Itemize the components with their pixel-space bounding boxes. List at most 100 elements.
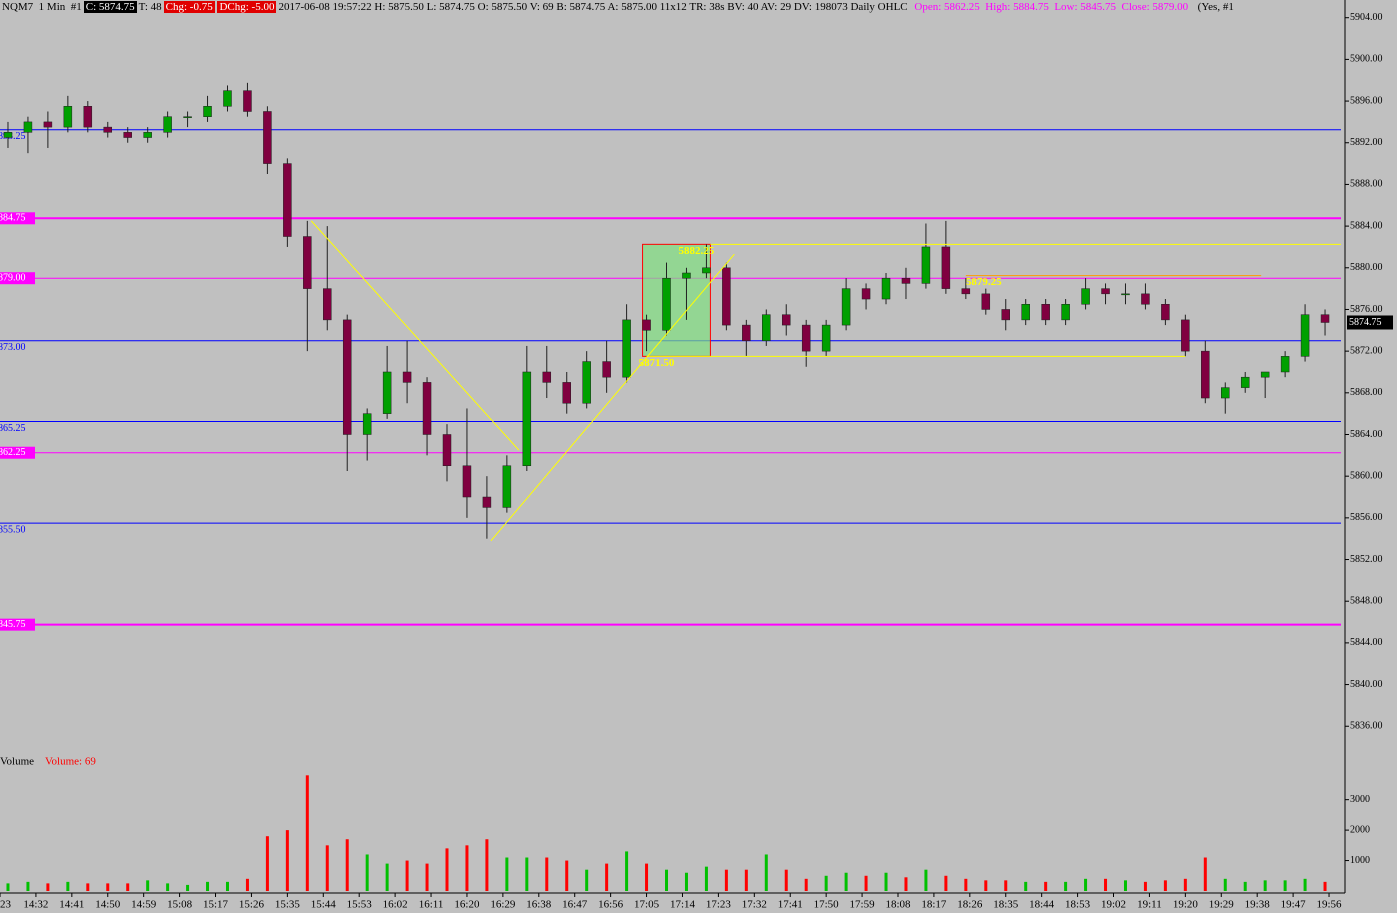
volume-bar	[1283, 880, 1287, 891]
x-tick-label: 16:20	[454, 899, 480, 911]
y-tick-label: 5900.00	[1350, 54, 1383, 65]
volume-bar	[645, 863, 649, 891]
candle-body	[941, 246, 951, 289]
x-tick-label: 19:11	[1137, 899, 1162, 911]
candle-body	[1041, 304, 1050, 321]
y-tick-label: 5888.00	[1350, 179, 1383, 190]
daily-ohlc: Open: 5862.25 High: 5884.75 Low: 5845.75…	[914, 1, 1189, 13]
candle-body	[1121, 293, 1130, 296]
volume-bar	[186, 884, 190, 891]
volume-bar	[1223, 878, 1227, 891]
candle-body	[801, 324, 811, 352]
x-tick-label: 17:50	[814, 899, 840, 911]
last-price-label: 5874.75	[1349, 317, 1382, 328]
y-tick-label: 5884.00	[1350, 220, 1383, 231]
x-tick-label: 16:02	[383, 899, 408, 911]
volume-bar	[824, 875, 828, 891]
candle-body	[881, 277, 891, 300]
volume-bar	[1123, 880, 1127, 891]
x-tick-label: 16:56	[598, 899, 624, 911]
y-tick-label: 5880.00	[1350, 262, 1383, 273]
candle-body	[323, 288, 332, 321]
candle-body	[781, 314, 791, 326]
y-tick-label: 5876.00	[1350, 304, 1383, 315]
volume-bar	[1004, 880, 1008, 891]
volume-bar	[485, 839, 489, 891]
volume-bar	[744, 869, 748, 891]
y-tick-label: 5896.00	[1350, 95, 1383, 106]
candle-body	[642, 319, 651, 331]
volume-bar	[225, 881, 229, 891]
volume-bar	[245, 878, 249, 891]
volume-bar	[884, 872, 888, 891]
volume-bar	[1084, 878, 1088, 891]
volume-title: Volume	[0, 756, 34, 768]
volume-bar	[26, 881, 30, 891]
candle-body	[143, 132, 152, 138]
candle-body	[63, 106, 73, 128]
volume-bar	[984, 880, 988, 891]
candle-body	[303, 236, 312, 289]
candle-body	[203, 106, 212, 117]
candle-body	[402, 371, 412, 383]
x-tick-label: 15:44	[311, 899, 337, 911]
candle-body	[1320, 314, 1330, 323]
level-label: 5884.75	[0, 213, 26, 224]
x-tick-label: 19:29	[1209, 899, 1235, 911]
y-tick-label: 5892.00	[1350, 137, 1383, 148]
volume-bar	[345, 839, 349, 891]
volume-bar	[325, 845, 329, 891]
candle-body	[961, 288, 971, 295]
level-label-box	[0, 212, 35, 225]
volume-bar	[764, 854, 768, 891]
volume-bar	[924, 869, 928, 891]
volume-bar	[525, 857, 529, 891]
volume-bar	[1163, 880, 1167, 891]
x-tick-label: 18:08	[885, 899, 911, 911]
header: NQM7 1 Min #1 C: 5874.75 T: 48 Chg: -0.75 D…	[0, 0, 1236, 14]
annotation: 5871.50	[639, 357, 675, 369]
volume-bar	[405, 860, 409, 891]
candle-body	[1021, 304, 1030, 321]
x-tick-label: 18:53	[1065, 899, 1091, 911]
x-tick-label: 15:08	[167, 899, 193, 911]
x-tick-label: 19:20	[1173, 899, 1199, 911]
candle-body	[821, 324, 831, 352]
candle-body	[682, 272, 691, 279]
x-tick-label: 14:41	[59, 899, 84, 911]
level-label-box	[0, 446, 35, 459]
candle-body	[223, 90, 232, 107]
candle-body	[762, 314, 771, 341]
y-tick-label: 5840.00	[1350, 679, 1383, 690]
stats: 2017-06-08 19:57:22 H: 5875.50 L: 5874.7…	[278, 1, 908, 13]
last-price-box	[1347, 315, 1393, 330]
candle-body	[562, 382, 571, 404]
volume-bar	[1203, 857, 1207, 891]
candle-body	[702, 267, 711, 274]
volume-bar	[505, 857, 509, 891]
candle-body	[722, 267, 731, 326]
x-tick-label: 14:59	[131, 899, 157, 911]
candle-body	[23, 121, 33, 133]
x-tick-label: 17:32	[742, 899, 767, 911]
candle-body	[622, 319, 631, 378]
y-tick-label: 5852.00	[1350, 554, 1383, 565]
level-label-box	[0, 272, 35, 285]
ticks: T: 48	[138, 1, 162, 13]
candle-body	[442, 434, 452, 467]
volume-bar	[1303, 878, 1307, 891]
candle-body	[901, 277, 911, 284]
candle-body	[43, 121, 53, 128]
volume-bar	[1064, 881, 1068, 891]
candle-body	[243, 90, 252, 112]
candle-body	[1141, 293, 1150, 305]
x-tick-label: 17:23	[706, 899, 732, 911]
volume-bar	[545, 857, 549, 891]
candle-body	[602, 361, 611, 378]
y-tick-label: 5904.00	[1350, 12, 1383, 23]
x-tick-label: 19:02	[1101, 899, 1126, 911]
volume-tick-label: 2000	[1350, 824, 1370, 835]
x-tick-label: 19:38	[1245, 899, 1271, 911]
